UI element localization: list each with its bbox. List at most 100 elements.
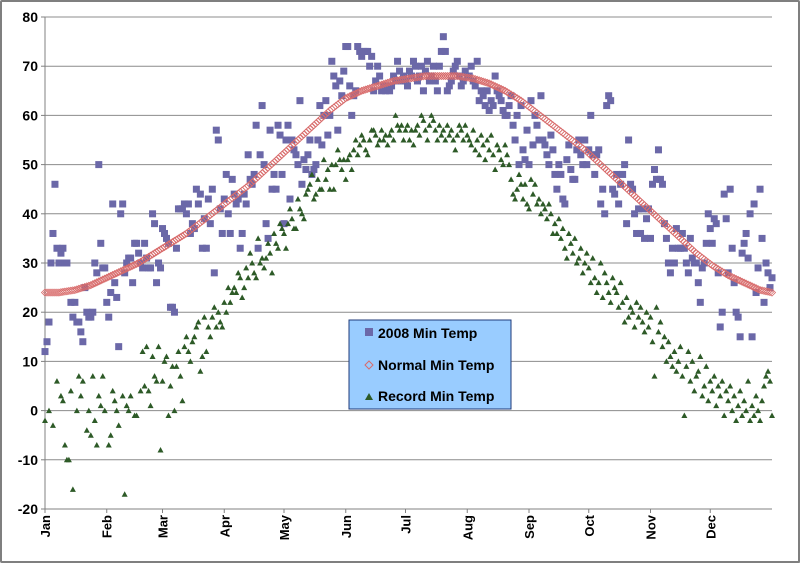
point-normal [285, 143, 295, 152]
point-2008 [196, 190, 204, 198]
point-2008 [318, 141, 326, 149]
point-record [59, 397, 66, 404]
point-2008 [276, 131, 284, 139]
point-record [430, 117, 437, 123]
point-2008 [549, 146, 557, 154]
point-record [281, 230, 288, 236]
point-2008 [212, 126, 220, 134]
point-2008 [328, 57, 336, 65]
point-2008 [164, 239, 172, 247]
point-record [69, 486, 76, 492]
point-normal [718, 267, 727, 276]
point-2008 [396, 67, 404, 75]
point-2008 [216, 205, 224, 213]
point-record [267, 250, 274, 256]
point-record [679, 373, 686, 379]
point-2008 [210, 269, 218, 277]
point-record [496, 146, 503, 153]
point-normal [367, 83, 376, 92]
point-record [715, 383, 722, 389]
point-record [45, 407, 52, 414]
point-2008 [188, 220, 196, 228]
point-record [743, 407, 750, 414]
point-record [575, 255, 582, 261]
point-2008 [83, 308, 91, 316]
axes: -20 -10 0 10 20 30 40 50 60 70 80 Jan Feb Mar Apr May Ju… [18, 9, 772, 540]
point-record [547, 210, 554, 217]
point-record [418, 112, 425, 118]
point-2008 [220, 195, 228, 203]
point-2008 [300, 156, 308, 164]
point-2008 [523, 126, 531, 134]
x-tick-label: Dec [703, 515, 718, 539]
point-record [472, 146, 479, 153]
point-normal [84, 281, 93, 290]
point-2008 [340, 67, 348, 75]
point-record [719, 378, 726, 384]
point-normal [321, 110, 330, 119]
point-record [458, 127, 465, 133]
point-2008 [670, 259, 678, 267]
point-2008 [738, 249, 746, 257]
point-normal [740, 278, 749, 287]
point-2008 [487, 97, 495, 105]
point-2008 [756, 185, 764, 193]
point-record [153, 378, 160, 384]
point-2008 [696, 298, 704, 306]
point-record [261, 264, 268, 271]
point-normal [126, 262, 135, 271]
point-2008 [111, 279, 119, 287]
point-normal [359, 86, 368, 95]
point-record [735, 402, 742, 409]
point-2008 [149, 210, 157, 218]
point-normal [267, 159, 277, 169]
point-record [406, 137, 413, 143]
point-record [253, 274, 260, 281]
point-2008 [274, 121, 282, 129]
point-record [745, 378, 752, 384]
point-record [245, 274, 252, 281]
point-normal [80, 282, 89, 292]
point-normal [248, 178, 257, 187]
point-record [452, 146, 459, 153]
point-2008 [198, 244, 206, 252]
point-2008 [485, 106, 493, 114]
point-record [685, 348, 692, 355]
point-record [211, 304, 218, 310]
point-normal [439, 71, 448, 81]
point-2008 [302, 166, 310, 174]
point-record [201, 314, 208, 320]
point-record [703, 363, 710, 369]
point-2008 [57, 249, 65, 257]
point-normal [279, 148, 289, 157]
point-normal [419, 72, 428, 81]
point-record [695, 368, 702, 374]
point-2008 [621, 161, 629, 169]
point-2008 [573, 146, 581, 154]
point-normal [305, 124, 314, 133]
point-2008 [639, 205, 647, 213]
point-record [229, 289, 236, 296]
point-2008 [712, 220, 720, 228]
point-record [215, 309, 222, 315]
point-normal [44, 288, 54, 297]
point-record [360, 137, 367, 143]
point-record [631, 323, 638, 330]
y-tick-label: 20 [22, 304, 38, 320]
point-2008 [702, 239, 710, 247]
point-2008 [718, 308, 726, 316]
point-2008 [192, 185, 200, 193]
point-record [219, 323, 226, 330]
point-record [155, 343, 162, 350]
point-record [643, 309, 650, 315]
point-record [432, 127, 439, 133]
point-record [105, 442, 112, 448]
point-record [356, 141, 363, 148]
point-normal [349, 90, 358, 99]
point-normal [728, 273, 737, 282]
point-2008 [47, 259, 55, 267]
series-normal-min-temp [40, 71, 777, 297]
point-record [75, 373, 82, 379]
point-normal [301, 128, 310, 137]
